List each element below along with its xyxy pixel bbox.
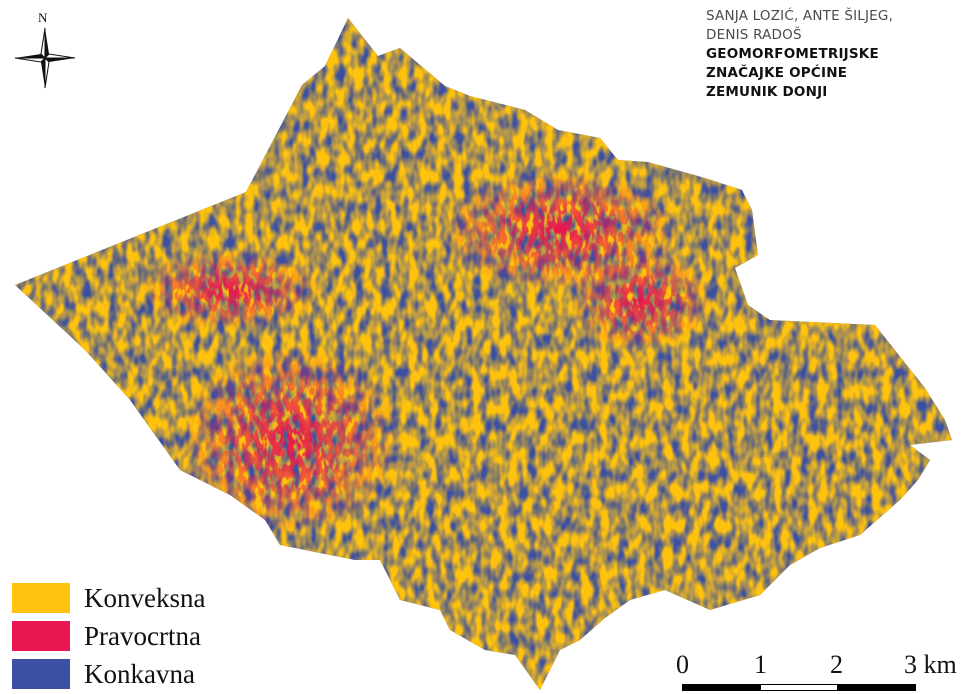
- north-label: N: [38, 10, 48, 25]
- scale-segment-1: [682, 684, 760, 691]
- legend-label-straight: Pravocrtna: [84, 621, 201, 651]
- legend-swatch-straight: [12, 621, 70, 651]
- legend-item-concave: Konkavna: [12, 659, 272, 689]
- page-header: SANJA LOZIĆ, ANTE ŠILJEG, DENIS RADOŠ GE…: [706, 7, 974, 102]
- legend-label-concave: Konkavna: [84, 659, 195, 689]
- north-arrow-icon: [14, 27, 76, 89]
- scale-label-3: 3 km: [904, 650, 957, 679]
- scale-label-0: 0: [676, 650, 689, 679]
- scale-bar: 0 1 2 3 km: [672, 650, 972, 694]
- scale-segment-3: [838, 684, 916, 691]
- legend-label-convex: Konveksna: [84, 583, 206, 613]
- authors-line-2: DENIS RADOŠ: [706, 27, 802, 43]
- title-line-1: GEOMORFOMETRIJSKE: [706, 46, 879, 62]
- title-line-3: ZEMUNIK DONJI: [706, 84, 828, 100]
- scale-label-2: 2: [830, 650, 843, 679]
- title-line-2: ZNAČAJKE OPĆINE: [706, 65, 848, 81]
- legend-item-straight: Pravocrtna: [12, 621, 272, 651]
- legend-item-convex: Konveksna: [12, 583, 272, 613]
- scale-segment-2: [760, 684, 838, 691]
- legend-swatch-concave: [12, 659, 70, 689]
- legend-swatch-convex: [12, 583, 70, 613]
- scale-label-1: 1: [754, 650, 767, 679]
- authors-line-1: SANJA LOZIĆ, ANTE ŠILJEG,: [706, 8, 894, 24]
